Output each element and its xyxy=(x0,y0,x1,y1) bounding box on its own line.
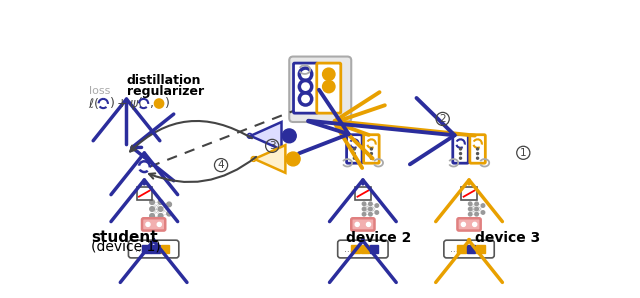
Circle shape xyxy=(158,207,163,211)
FancyBboxPatch shape xyxy=(364,135,379,163)
Circle shape xyxy=(468,202,472,206)
FancyBboxPatch shape xyxy=(470,135,485,163)
Text: $\ell($: $\ell($ xyxy=(88,96,99,111)
Circle shape xyxy=(146,222,150,226)
Polygon shape xyxy=(254,145,285,173)
FancyBboxPatch shape xyxy=(294,63,317,113)
Text: loss: loss xyxy=(90,86,111,96)
FancyBboxPatch shape xyxy=(347,135,362,163)
Circle shape xyxy=(353,153,355,155)
Text: device 3: device 3 xyxy=(476,230,541,244)
Circle shape xyxy=(481,204,484,207)
Bar xyxy=(355,187,371,200)
Circle shape xyxy=(157,222,161,226)
Circle shape xyxy=(481,211,484,214)
Text: ): ) xyxy=(165,97,170,110)
FancyBboxPatch shape xyxy=(129,240,179,258)
Circle shape xyxy=(355,222,359,226)
FancyBboxPatch shape xyxy=(338,240,388,258)
Circle shape xyxy=(369,202,372,206)
Text: 2: 2 xyxy=(440,114,446,124)
Bar xyxy=(370,245,378,253)
Circle shape xyxy=(375,204,379,207)
Text: 3: 3 xyxy=(269,141,275,151)
Circle shape xyxy=(353,157,355,159)
Circle shape xyxy=(477,157,479,159)
FancyBboxPatch shape xyxy=(444,240,494,258)
FancyBboxPatch shape xyxy=(289,57,351,122)
Circle shape xyxy=(362,212,366,216)
Bar xyxy=(151,245,160,253)
Text: distillation: distillation xyxy=(127,74,201,87)
Circle shape xyxy=(371,148,372,150)
Text: 1: 1 xyxy=(520,148,527,158)
Circle shape xyxy=(323,80,335,93)
Circle shape xyxy=(468,212,472,216)
Circle shape xyxy=(477,153,479,155)
Bar xyxy=(467,245,476,253)
FancyBboxPatch shape xyxy=(142,218,165,231)
Circle shape xyxy=(371,157,372,159)
Circle shape xyxy=(375,211,379,214)
Circle shape xyxy=(369,207,372,211)
FancyBboxPatch shape xyxy=(351,218,374,231)
FancyBboxPatch shape xyxy=(452,135,468,163)
Text: $)+\psi($: $)+\psi($ xyxy=(109,95,144,112)
Circle shape xyxy=(362,207,366,211)
Circle shape xyxy=(371,153,372,155)
FancyBboxPatch shape xyxy=(458,218,481,231)
Bar xyxy=(461,187,477,200)
Circle shape xyxy=(158,200,163,204)
Circle shape xyxy=(158,214,163,218)
Text: (device 1): (device 1) xyxy=(91,240,161,254)
Text: ,: , xyxy=(150,97,154,110)
Bar xyxy=(351,245,360,253)
Text: device 2: device 2 xyxy=(346,230,412,244)
Polygon shape xyxy=(250,122,282,150)
Circle shape xyxy=(460,157,461,159)
Circle shape xyxy=(475,202,478,206)
Circle shape xyxy=(150,200,154,204)
Circle shape xyxy=(475,212,478,216)
Text: student: student xyxy=(91,230,157,245)
Circle shape xyxy=(461,222,465,226)
Circle shape xyxy=(323,68,335,80)
Text: regularizer: regularizer xyxy=(127,85,204,98)
Circle shape xyxy=(362,202,366,206)
Circle shape xyxy=(282,129,296,143)
FancyBboxPatch shape xyxy=(317,63,340,113)
Text: ....: .... xyxy=(451,245,462,254)
Circle shape xyxy=(460,148,461,150)
Bar xyxy=(136,187,152,200)
Circle shape xyxy=(475,207,478,211)
Text: ....: .... xyxy=(344,245,356,254)
Circle shape xyxy=(353,148,355,150)
Text: ....: .... xyxy=(135,245,147,254)
Circle shape xyxy=(150,214,154,218)
Circle shape xyxy=(477,148,479,150)
Circle shape xyxy=(460,153,461,155)
Circle shape xyxy=(154,99,164,108)
Circle shape xyxy=(468,207,472,211)
Circle shape xyxy=(367,222,371,226)
Circle shape xyxy=(473,222,477,226)
Circle shape xyxy=(369,212,372,216)
Bar xyxy=(142,245,150,253)
Text: 4: 4 xyxy=(218,160,225,170)
Bar xyxy=(476,245,484,253)
Circle shape xyxy=(150,207,154,211)
Circle shape xyxy=(167,211,172,216)
Bar xyxy=(161,245,169,253)
Bar xyxy=(458,245,466,253)
Bar xyxy=(360,245,369,253)
Circle shape xyxy=(286,152,300,166)
Circle shape xyxy=(167,202,172,207)
